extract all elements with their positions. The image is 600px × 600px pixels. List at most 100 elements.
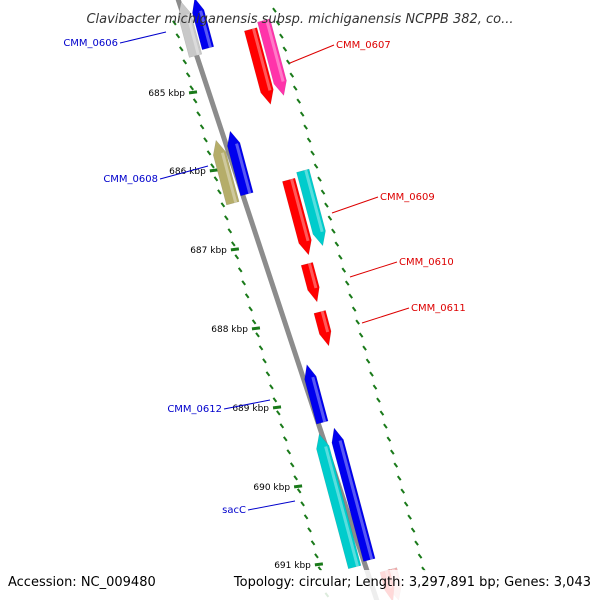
right-tick-mark — [303, 124, 308, 130]
left-tick-mark — [224, 215, 229, 221]
right-tick-mark — [327, 215, 333, 221]
right-tick-mark — [362, 345, 367, 351]
left-tick-mark — [234, 254, 240, 260]
left-tick-mark — [230, 241, 236, 247]
right-tick-mark — [299, 111, 305, 117]
right-tick-mark — [279, 33, 284, 39]
genes-layer — [178, 0, 402, 600]
right-tick-mark — [344, 280, 350, 286]
right-tick-mark — [348, 293, 354, 299]
gene-label[interactable]: CMM_0607 — [336, 40, 391, 51]
kbp-label: 689 kbp — [232, 404, 269, 414]
gene-arrow-cyan[interactable] — [316, 433, 362, 570]
gene-highlight — [235, 143, 252, 194]
right-tick-mark — [383, 423, 388, 429]
gene-arrow-cmm_0612[interactable] — [304, 363, 329, 425]
kbp-label: 690 kbp — [253, 483, 290, 493]
gene-highlight — [220, 152, 238, 203]
gene-label[interactable]: CMM_0606 — [63, 38, 118, 49]
backbone-layer — [175, 0, 380, 600]
gene-leader-line — [331, 196, 379, 214]
left-tick-mark — [213, 176, 219, 182]
gene-highlight — [311, 376, 327, 423]
left-tick-mark — [310, 540, 316, 546]
gene-arrow-cmm_0609[interactable] — [282, 177, 312, 256]
gene-highlight — [338, 440, 374, 560]
left-tick-mark — [300, 501, 305, 507]
left-tick-mark — [227, 228, 233, 234]
left-tick-mark — [248, 306, 253, 312]
left-tick-mark — [293, 475, 298, 481]
right-tick-mark — [310, 150, 315, 156]
right-tick-mark — [324, 202, 329, 208]
left-tick-mark — [196, 111, 201, 117]
gene-arrow-cmm_0611[interactable] — [313, 310, 332, 347]
gene-highlight — [307, 262, 318, 289]
gene-arrow-pink[interactable] — [257, 18, 287, 97]
right-tick-mark — [417, 553, 423, 559]
kbp-major-tick — [293, 484, 303, 489]
gene-arrow-cyan[interactable] — [296, 168, 326, 247]
gene-label[interactable]: CMM_0609 — [380, 192, 435, 203]
left-tick-mark — [314, 553, 319, 559]
kbp-label: 688 kbp — [211, 325, 248, 335]
right-tick-mark — [400, 488, 406, 494]
left-tick-mark — [182, 59, 188, 65]
kbp-major-tick — [188, 90, 198, 95]
right-tick-mark — [379, 410, 385, 416]
left-tick-mark — [269, 384, 274, 390]
gene-highlight — [265, 19, 285, 82]
gene-label[interactable]: sacC — [222, 505, 246, 516]
right-tick-mark — [355, 319, 360, 325]
gene-arrow-cmm_0607[interactable] — [244, 27, 274, 105]
right-tick-mark — [320, 189, 326, 195]
gene-leader-line — [349, 261, 398, 278]
gene-arrow-gray[interactable] — [178, 1, 203, 58]
left-tick-mark — [265, 371, 271, 377]
left-tick-mark — [241, 280, 246, 286]
gene-label[interactable]: CMM_0610 — [399, 257, 454, 268]
left-tick-mark — [217, 189, 222, 195]
left-tick-mark — [289, 462, 295, 468]
gene-highlight — [186, 13, 200, 56]
gene-label[interactable]: CMM_0612 — [167, 404, 222, 415]
gene-leader-line — [361, 307, 410, 324]
left-tick-mark — [307, 527, 312, 533]
gene-arrow-sacc[interactable] — [331, 427, 376, 562]
left-tick-mark — [279, 423, 285, 429]
left-tick-mark — [237, 267, 243, 273]
left-tick-mark — [255, 332, 260, 338]
gene-arrow-olive[interactable] — [213, 139, 240, 206]
left-tick-mark — [192, 98, 198, 104]
left-tick-mark — [185, 72, 191, 78]
right-tick-mark — [296, 98, 302, 104]
left-tick-mark — [206, 150, 212, 156]
left-tick-mark — [220, 202, 226, 208]
right-tick-mark — [410, 527, 416, 533]
right-tick-mark — [317, 176, 322, 182]
gene-label[interactable]: CMM_0611 — [411, 303, 466, 314]
right-tick-mark — [407, 514, 412, 520]
kbp-label: 687 kbp — [190, 246, 227, 256]
left-tick-mark — [175, 33, 181, 39]
right-tick-mark — [292, 85, 298, 91]
left-tick-mark — [189, 85, 194, 91]
gene-arrow-cmm_0608[interactable] — [227, 130, 254, 197]
footer: Accession: NC_009480 Topology: circular;… — [0, 570, 600, 600]
kbp-major-tick — [314, 562, 324, 567]
right-tick-mark — [338, 254, 343, 260]
gene-arrow-cmm_0610[interactable] — [300, 262, 320, 303]
left-tick-mark — [276, 410, 281, 416]
right-tick-mark — [331, 228, 336, 234]
kbp-label: 685 kbp — [148, 89, 185, 99]
right-tick-mark — [289, 72, 295, 78]
left-tick-mark — [203, 137, 208, 143]
right-tick-mark — [286, 59, 291, 65]
backbone-line — [175, 0, 380, 600]
gene-label[interactable]: CMM_0608 — [103, 174, 158, 185]
right-tick-mark — [372, 384, 378, 390]
left-tick-mark — [251, 319, 257, 325]
gene-highlight — [252, 28, 272, 91]
gene-arrow-cmm_0606[interactable] — [192, 0, 215, 51]
